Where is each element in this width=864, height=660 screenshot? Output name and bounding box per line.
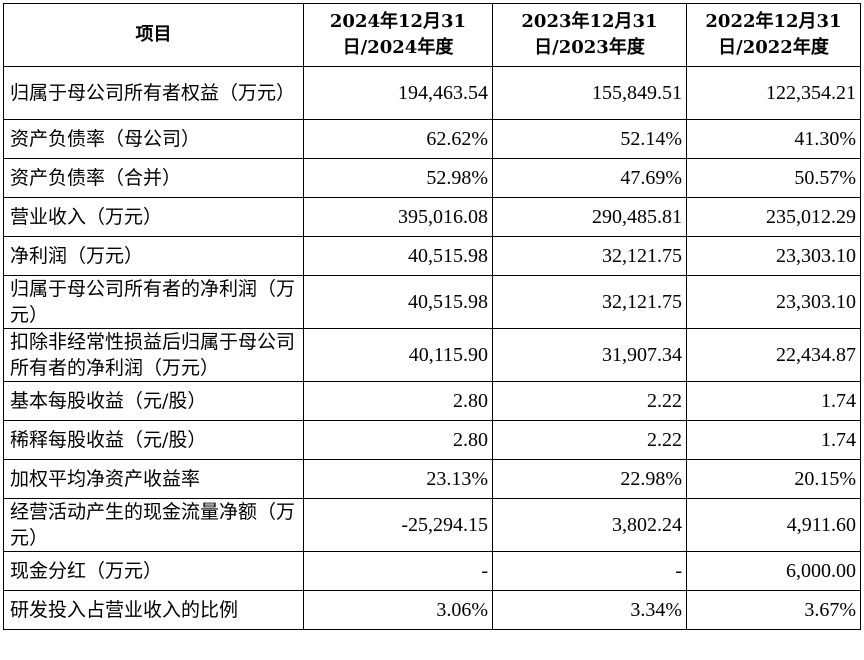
table-row: 基本每股收益（元/股） 2.80 2.22 1.74 <box>3 381 861 421</box>
row-label: 资产负债率（母公司） <box>3 119 304 159</box>
row-value: 52.14% <box>492 119 687 159</box>
row-value: 3.06% <box>303 590 493 630</box>
row-value: 1.74 <box>686 420 861 460</box>
table-row: 经营活动产生的现金流量净额（万元） -25,294.15 3,802.24 4,911… <box>3 498 861 552</box>
header-period: 2023年12月31日/2023年度 <box>492 3 687 67</box>
row-value: 23.13% <box>303 459 493 499</box>
row-value: 4,911.60 <box>686 498 861 552</box>
row-value: 50.57% <box>686 158 861 198</box>
row-value: - <box>492 551 687 591</box>
table-row: 归属于母公司所有者的净利润（万元） 40,515.98 32,121.75 23,30… <box>3 275 861 329</box>
row-value: 23,303.10 <box>686 275 861 329</box>
row-value: 32,121.75 <box>492 275 687 329</box>
row-label: 研发投入占营业收入的比例 <box>3 590 304 630</box>
table-row: 研发投入占营业收入的比例 3.06% 3.34% 3.67% <box>3 590 861 630</box>
row-value: 3.34% <box>492 590 687 630</box>
row-value: 235,012.29 <box>686 197 861 237</box>
row-label: 营业收入（万元） <box>3 197 304 237</box>
row-label: 净利润（万元） <box>3 236 304 276</box>
table-row: 资产负债率（合并） 52.98% 47.69% 50.57% <box>3 158 861 198</box>
row-value: 23,303.10 <box>686 236 861 276</box>
header-row: 项目 2024年12月31日/2024年度 2023年12月31日/2023年度 20… <box>3 3 861 67</box>
row-value: 2.22 <box>492 381 687 421</box>
row-value: 47.69% <box>492 158 687 198</box>
row-value: 62.62% <box>303 119 493 159</box>
row-label: 稀释每股收益（元/股） <box>3 420 304 460</box>
header-item: 项目 <box>3 3 304 67</box>
row-value: 194,463.54 <box>303 66 493 120</box>
row-value: 40,515.98 <box>303 275 493 329</box>
row-value: 20.15% <box>686 459 861 499</box>
row-label: 归属于母公司所有者的净利润（万元） <box>3 275 304 329</box>
row-value: 1.74 <box>686 381 861 421</box>
table-row: 稀释每股收益（元/股） 2.80 2.22 1.74 <box>3 420 861 460</box>
row-value: 2.80 <box>303 420 493 460</box>
header-period: 2024年12月31日/2024年度 <box>303 3 493 67</box>
row-value: 41.30% <box>686 119 861 159</box>
row-value: 40,515.98 <box>303 236 493 276</box>
row-value: 122,354.21 <box>686 66 861 120</box>
table-row: 资产负债率（母公司） 62.62% 52.14% 41.30% <box>3 119 861 159</box>
row-value: 155,849.51 <box>492 66 687 120</box>
row-label: 加权平均净资产收益率 <box>3 459 304 499</box>
row-value: 395,016.08 <box>303 197 493 237</box>
financial-table: 项目 2024年12月31日/2024年度 2023年12月31日/2023年度 20… <box>3 3 861 630</box>
row-value: -25,294.15 <box>303 498 493 552</box>
row-value: 31,907.34 <box>492 328 687 382</box>
row-label: 经营活动产生的现金流量净额（万元） <box>3 498 304 552</box>
row-value: 40,115.90 <box>303 328 493 382</box>
table-row: 归属于母公司所有者权益（万元） 194,463.54 155,849.51 122,3… <box>3 66 861 120</box>
row-value: 52.98% <box>303 158 493 198</box>
row-value: 3,802.24 <box>492 498 687 552</box>
row-value: 22.98% <box>492 459 687 499</box>
table-row: 净利润（万元） 40,515.98 32,121.75 23,303.10 <box>3 236 861 276</box>
row-label: 基本每股收益（元/股） <box>3 381 304 421</box>
row-label: 现金分红（万元） <box>3 551 304 591</box>
row-value: 2.80 <box>303 381 493 421</box>
table-row: 现金分红（万元） - -6,000.00 <box>3 551 861 591</box>
row-label: 扣除非经常性损益后归属于母公司所有者的净利润（万元） <box>3 328 304 382</box>
row-value: 290,485.81 <box>492 197 687 237</box>
row-value: 32,121.75 <box>492 236 687 276</box>
header-period: 2022年12月31日/2022年度 <box>686 3 861 67</box>
row-label: 资产负债率（合并） <box>3 158 304 198</box>
row-label: 归属于母公司所有者权益（万元） <box>3 66 304 120</box>
row-value: 2.22 <box>492 420 687 460</box>
row-value: 3.67% <box>686 590 861 630</box>
row-value: 6,000.00 <box>686 551 861 591</box>
row-value: 22,434.87 <box>686 328 861 382</box>
table-row: 营业收入（万元） 395,016.08 290,485.81 235,012.29 <box>3 197 861 237</box>
table-row: 加权平均净资产收益率 23.13% 22.98% 20.15% <box>3 459 861 499</box>
table-row: 扣除非经常性损益后归属于母公司所有者的净利润（万元） 40,115.90 31,90… <box>3 328 861 382</box>
row-value: - <box>303 551 493 591</box>
